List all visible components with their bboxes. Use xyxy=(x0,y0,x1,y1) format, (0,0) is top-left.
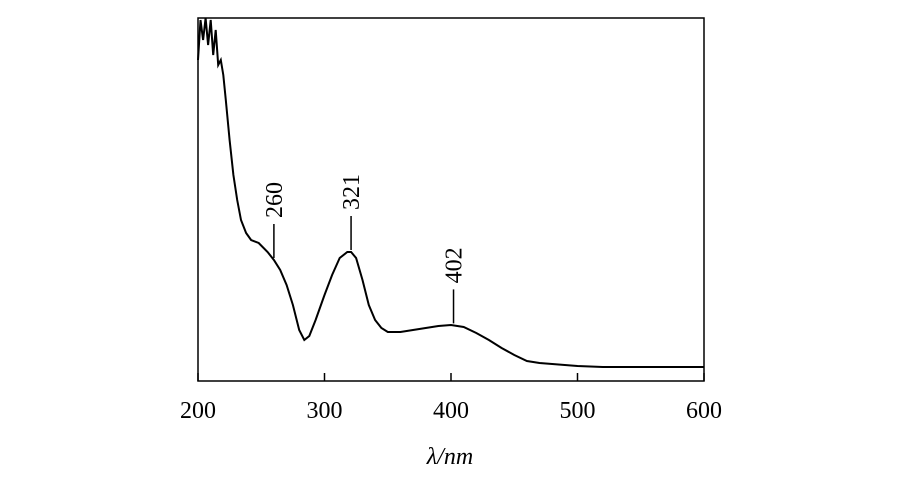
spectrum-line xyxy=(197,17,704,368)
x-tick-label: 500 xyxy=(560,398,596,424)
x-axis-title: λ/nm xyxy=(426,444,473,470)
x-tick-label: 300 xyxy=(307,398,343,424)
x-tick-label: 600 xyxy=(686,398,722,424)
x-tick-label: 200 xyxy=(180,398,216,424)
peak-label: 260 xyxy=(262,182,288,218)
x-tick-label: 400 xyxy=(433,398,469,424)
peak-label: 321 xyxy=(339,174,365,210)
peak-label: 402 xyxy=(442,247,468,283)
